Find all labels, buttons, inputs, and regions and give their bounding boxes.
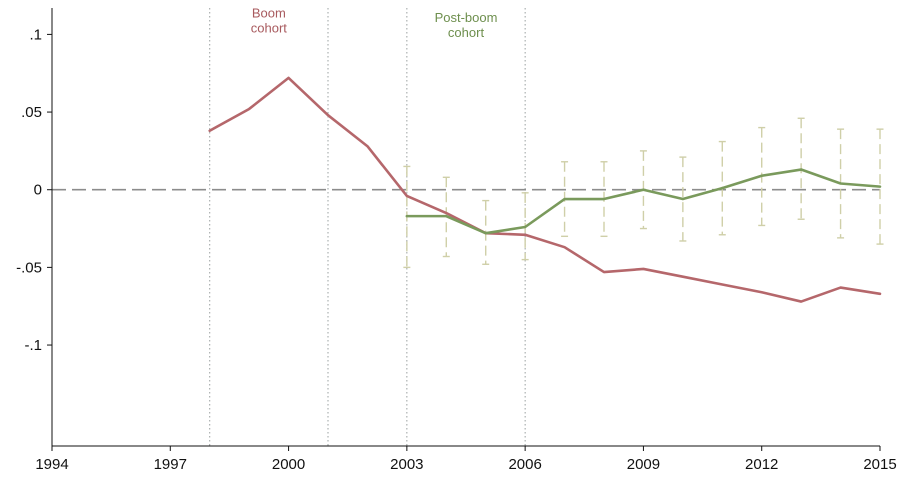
x-tick-label: 2009 (627, 456, 660, 473)
x-tick-label: 1994 (35, 456, 68, 473)
x-tick-label: 2015 (863, 456, 896, 473)
x-tick-label: 2003 (390, 456, 423, 473)
annotation-text: cohort (448, 25, 485, 40)
annotation-text: Boom (252, 5, 286, 20)
y-tick-label: -.05 (16, 259, 42, 276)
y-tick-label: .05 (21, 104, 42, 121)
y-tick-label: 0 (34, 182, 42, 199)
confidence-intervals (403, 117, 884, 269)
vertical-marker-lines (209, 8, 526, 446)
series-line-2 (405, 168, 882, 235)
annotation-text: Post-boom (435, 10, 498, 25)
x-tick-label: 2012 (745, 456, 778, 473)
annotation-text: cohort (251, 20, 288, 35)
x-tick-label: 2000 (272, 456, 305, 473)
axes: .1 .05 0 -.05 -.1 1994 1997 2000 2003 2006 2009 201… (16, 8, 897, 473)
series-line-1 (208, 76, 882, 303)
y-tick-label: -.1 (24, 337, 42, 354)
y-tick-label: .1 (29, 26, 42, 43)
x-tick-label: 2006 (508, 456, 541, 473)
series-lines (208, 76, 882, 303)
x-tick-label: 1997 (154, 456, 187, 473)
